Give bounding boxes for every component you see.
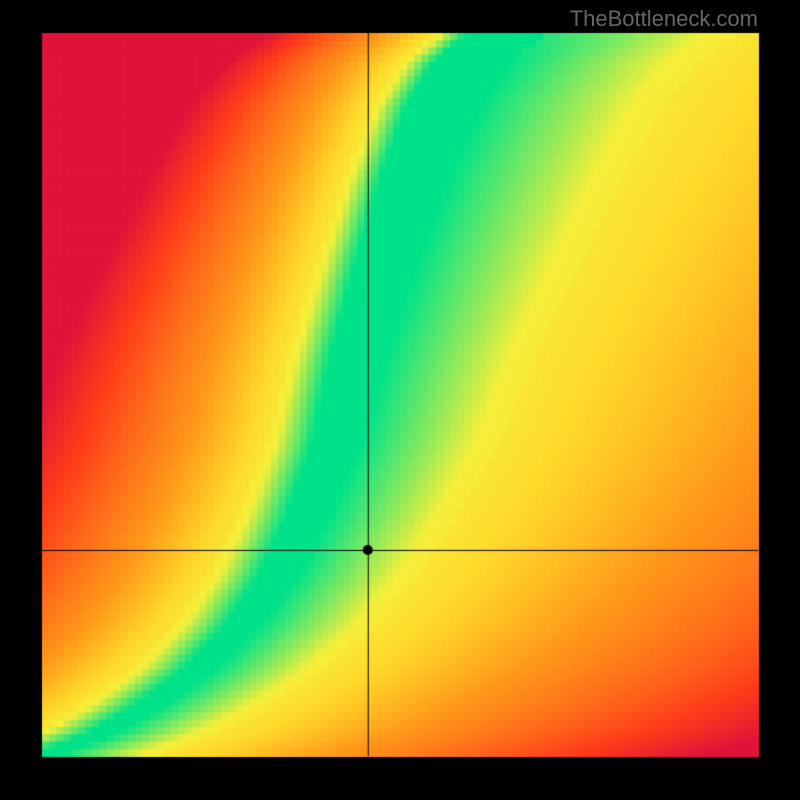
chart-container: TheBottleneck.com: [0, 0, 800, 800]
bottleneck-heatmap: [0, 0, 800, 800]
watermark-text: TheBottleneck.com: [570, 6, 758, 32]
